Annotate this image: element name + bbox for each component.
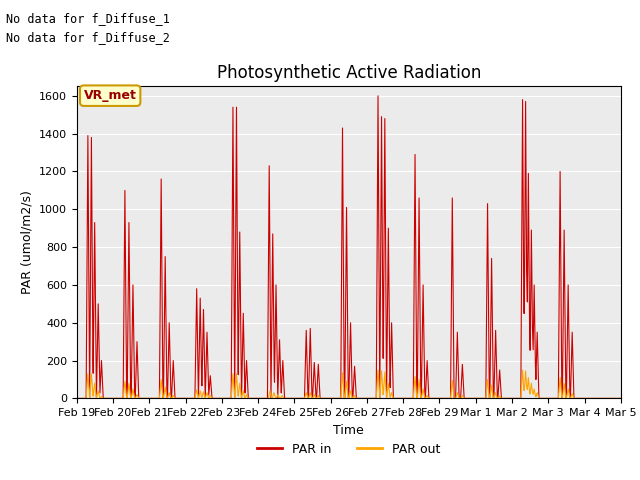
Legend: PAR in, PAR out: PAR in, PAR out: [252, 438, 445, 461]
PAR in: [376, 315, 384, 321]
PAR out: [374, 367, 382, 373]
Title: Photosynthetic Active Radiation: Photosynthetic Active Radiation: [216, 64, 481, 82]
PAR in: [507, 396, 515, 401]
Text: No data for f_Diffuse_1: No data for f_Diffuse_1: [6, 12, 170, 25]
X-axis label: Time: Time: [333, 424, 364, 437]
PAR out: [569, 392, 577, 398]
PAR in: [374, 93, 382, 99]
PAR out: [617, 396, 625, 401]
PAR in: [584, 396, 591, 401]
PAR out: [73, 396, 81, 401]
PAR in: [73, 396, 81, 401]
PAR out: [364, 396, 372, 401]
PAR out: [376, 388, 384, 394]
PAR in: [364, 396, 372, 401]
Y-axis label: PAR (umol/m2/s): PAR (umol/m2/s): [20, 191, 33, 294]
PAR in: [569, 348, 577, 354]
PAR in: [617, 396, 625, 401]
PAR in: [225, 396, 232, 401]
PAR out: [507, 396, 515, 401]
Line: PAR in: PAR in: [77, 96, 621, 398]
Text: No data for f_Diffuse_2: No data for f_Diffuse_2: [6, 31, 170, 44]
PAR out: [584, 396, 591, 401]
Line: PAR out: PAR out: [77, 370, 621, 398]
PAR out: [225, 396, 232, 401]
Text: VR_met: VR_met: [84, 89, 136, 102]
